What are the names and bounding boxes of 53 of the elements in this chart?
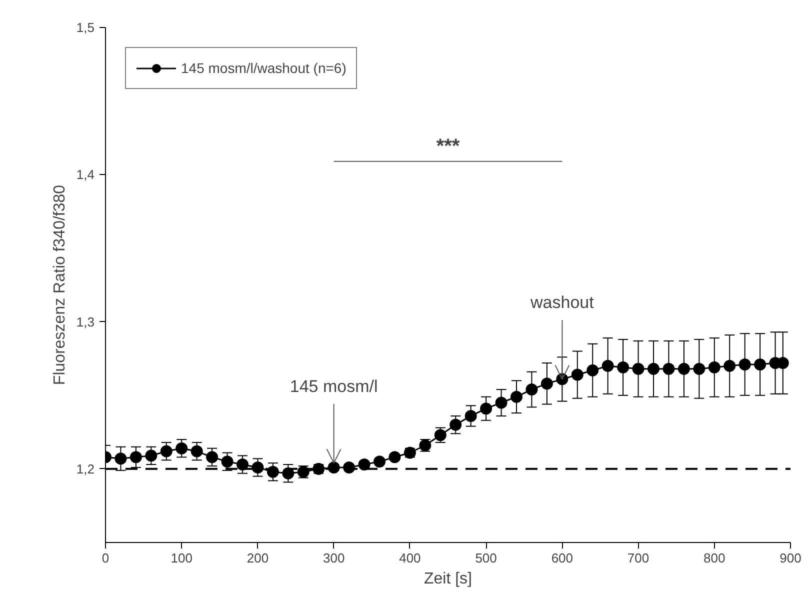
y-tick-label: 1,4 (76, 167, 95, 182)
point (480, 402, 492, 415)
x-tick-label: 600 (551, 550, 574, 566)
point (221, 456, 234, 468)
annotation: 145 mosm/l (290, 376, 378, 396)
point (540, 378, 553, 390)
x-tick-label: 900 (780, 550, 802, 566)
x-axis-title: Zeit [s] (424, 570, 472, 588)
y-axis-title: Fluoreszenz Ratio f340/f380 (51, 184, 68, 386)
point (678, 362, 690, 375)
point (571, 368, 584, 381)
x-tick-label: 200 (246, 550, 269, 566)
point (252, 461, 264, 474)
point (190, 445, 203, 458)
point (130, 451, 142, 464)
x-tick-label: 100 (170, 550, 192, 566)
point (495, 396, 508, 409)
point (450, 418, 462, 431)
x-tick-label: 700 (627, 550, 650, 566)
point (114, 452, 127, 465)
point (586, 364, 599, 376)
point (374, 456, 386, 468)
point (738, 358, 751, 370)
x-tick-label: 500 (475, 550, 497, 566)
x-tick-label: 300 (322, 550, 345, 566)
point (708, 361, 720, 374)
point (662, 362, 675, 375)
point (724, 360, 736, 372)
x-tick-label: 0 (102, 550, 110, 566)
point (617, 361, 630, 374)
annotation: *** (436, 135, 460, 158)
point (632, 362, 644, 375)
point (754, 358, 766, 370)
point (464, 410, 477, 422)
y-tick-label: 1,5 (76, 20, 95, 35)
point (206, 451, 218, 464)
point (358, 458, 370, 471)
point (602, 360, 614, 372)
point (176, 442, 188, 454)
point (160, 445, 172, 458)
point (648, 362, 660, 375)
annotation: washout (530, 292, 594, 312)
x-tick-label: 400 (399, 550, 421, 566)
point (693, 362, 706, 375)
x-tick-label: 800 (704, 550, 726, 566)
point (236, 458, 248, 471)
point (388, 451, 401, 464)
point (526, 383, 538, 396)
y-tick-label: 1,2 (76, 461, 95, 476)
y-tick-label: 1,3 (76, 314, 95, 330)
point (510, 390, 522, 403)
point (145, 450, 158, 462)
legend-label: 145 mosm/l/washout (n=6) (181, 60, 346, 76)
